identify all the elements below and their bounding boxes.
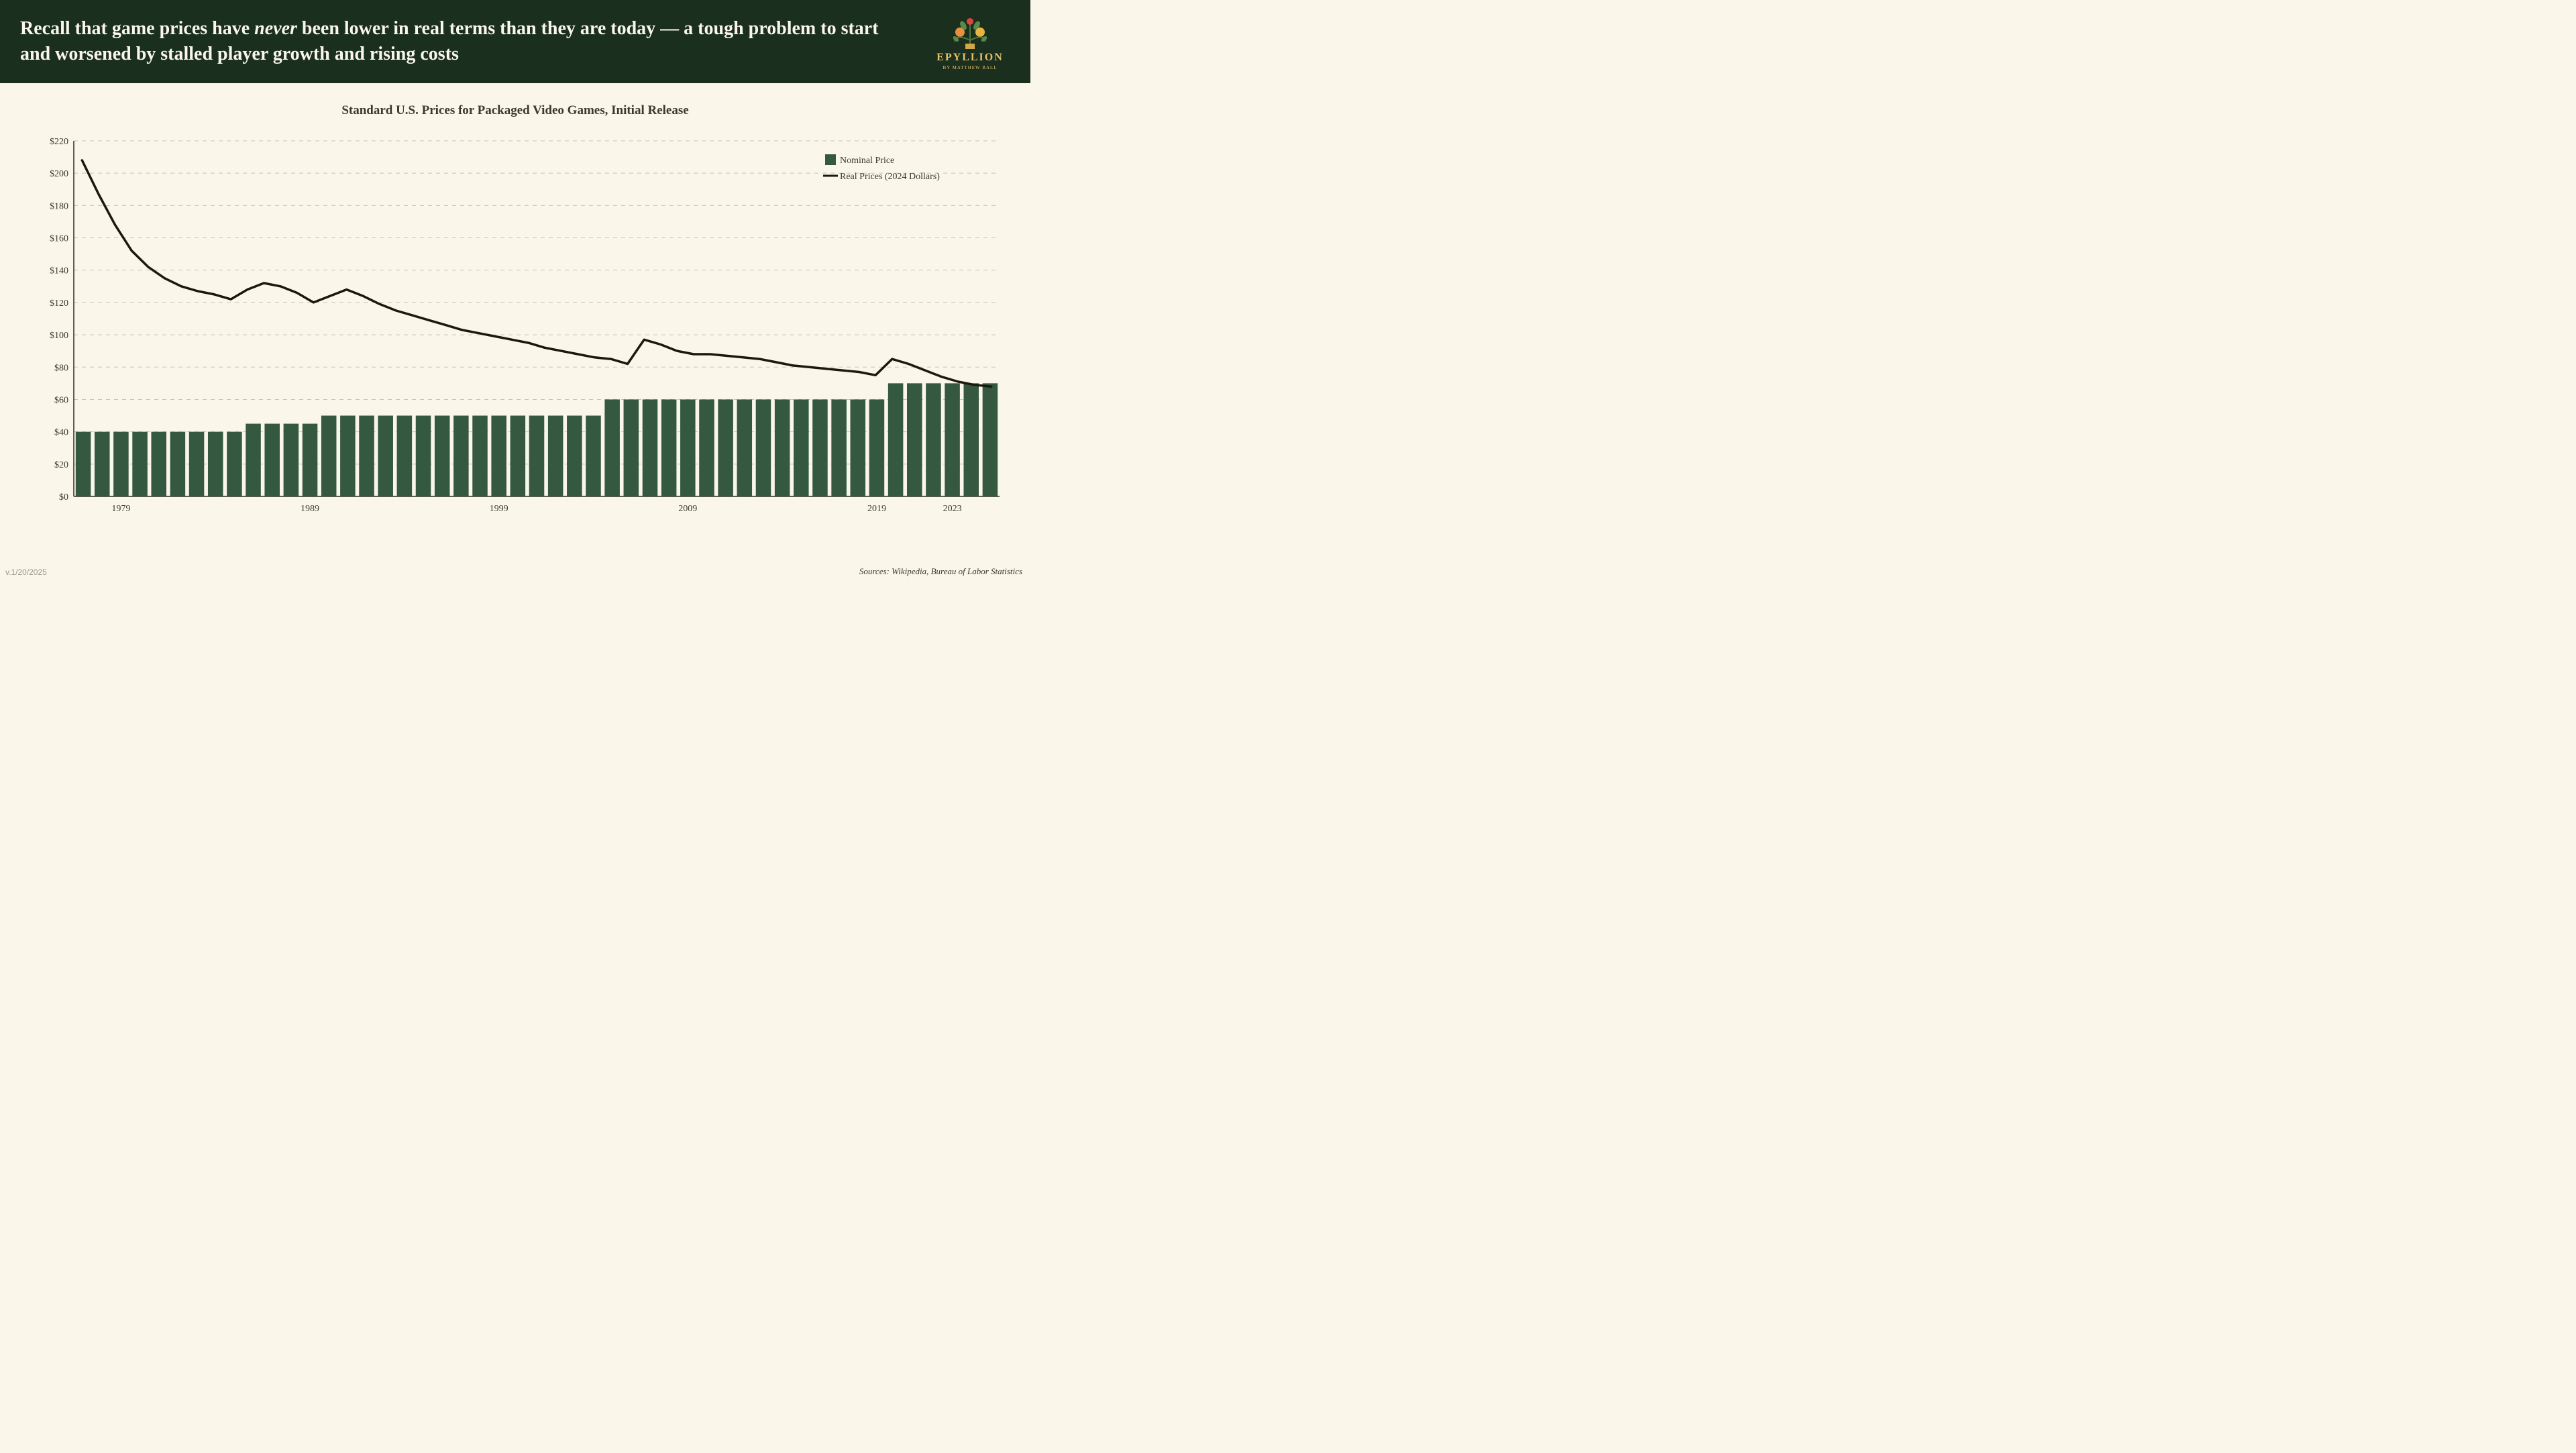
svg-text:2023: 2023 (943, 504, 962, 514)
sources-label: Sources: Wikipedia, Bureau of Labor Stat… (859, 566, 1022, 577)
svg-text:$180: $180 (50, 201, 68, 211)
svg-text:$200: $200 (50, 169, 68, 179)
header-bar: Recall that game prices have never been … (0, 0, 1030, 83)
title-emphasis: never (254, 18, 297, 39)
svg-text:$80: $80 (54, 363, 68, 373)
svg-text:$160: $160 (50, 234, 68, 244)
svg-text:$140: $140 (50, 266, 68, 276)
title-pre: Recall that game prices have (20, 18, 254, 39)
logo-emblem-icon (947, 13, 994, 50)
svg-text:$120: $120 (50, 299, 68, 309)
logo-text: EPYLLION (936, 52, 1004, 64)
price-chart: $0 $20 $40 $60 $80 $100 $120 $140 $160 $180 $200 $2… (34, 134, 1006, 523)
logo: EPYLLION BY MATTHEW BALL (923, 13, 1017, 70)
svg-text:$100: $100 (50, 331, 68, 341)
svg-text:$20: $20 (54, 460, 68, 470)
logo-subtext: BY MATTHEW BALL (943, 65, 997, 70)
svg-text:2019: 2019 (867, 504, 886, 514)
version-label: v.1/20/2025 (5, 568, 47, 577)
svg-text:Real Prices (2024 Dollars): Real Prices (2024 Dollars) (840, 172, 940, 182)
svg-text:$60: $60 (54, 395, 68, 405)
svg-text:Nominal Price: Nominal Price (840, 156, 894, 166)
page-title: Recall that game prices have never been … (20, 16, 879, 67)
svg-text:1979: 1979 (111, 504, 130, 514)
svg-text:$0: $0 (59, 492, 68, 502)
svg-text:1999: 1999 (490, 504, 508, 514)
chart-title: Standard U.S. Prices for Packaged Video … (0, 103, 1030, 118)
svg-text:$220: $220 (50, 137, 68, 147)
svg-text:$40: $40 (54, 428, 68, 438)
svg-text:2009: 2009 (678, 504, 697, 514)
svg-text:1989: 1989 (301, 504, 319, 514)
